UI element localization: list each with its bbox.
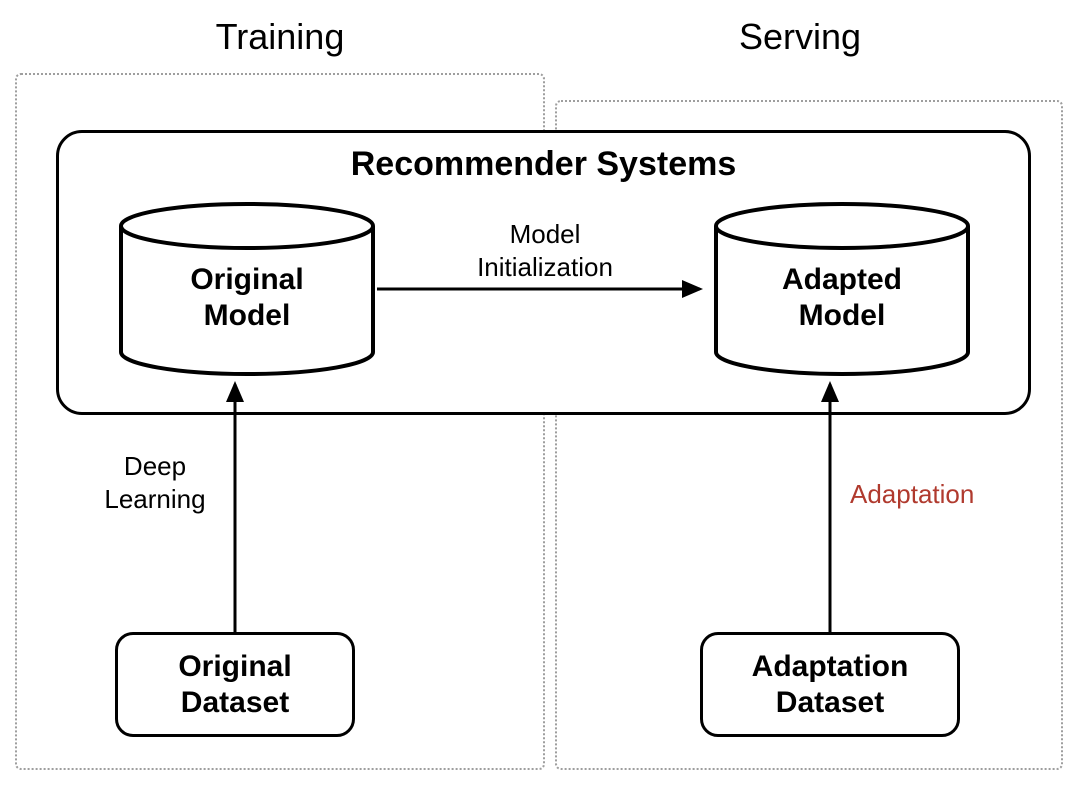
edge-adaptation-label: Adaptation	[850, 478, 1030, 511]
edge-model-init-label: ModelInitialization	[455, 218, 635, 283]
edge-deep-learning-label: DeepLearning	[85, 450, 225, 515]
diagram-canvas: Training Serving Recommender Systems Ori…	[0, 0, 1080, 789]
edges-layer	[0, 0, 1080, 789]
